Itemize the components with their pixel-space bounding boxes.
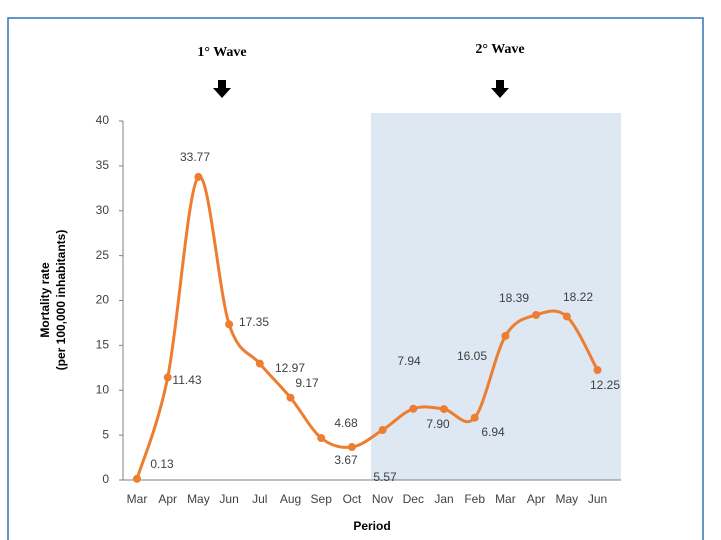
data-label: 18.22 xyxy=(563,290,593,304)
second-wave-region xyxy=(371,113,621,480)
point xyxy=(440,405,448,414)
x-tick-label: Feb xyxy=(464,492,485,506)
data-label: 12.97 xyxy=(275,361,305,375)
point xyxy=(532,310,541,319)
data-label: 3.67 xyxy=(334,453,358,467)
data-label: 7.90 xyxy=(426,417,450,431)
data-label: 17.35 xyxy=(239,315,269,329)
x-tick-label: Dec xyxy=(403,492,424,506)
x-tick-label: Apr xyxy=(527,492,546,506)
x-tick-label: Apr xyxy=(158,492,177,506)
point xyxy=(347,443,356,452)
y-tick-label: 30 xyxy=(96,203,110,217)
x-tick-label: Jun xyxy=(219,492,238,506)
data-label: 4.68 xyxy=(334,416,358,430)
point xyxy=(317,433,326,442)
data-label: 7.94 xyxy=(397,354,421,368)
data-label: 6.94 xyxy=(481,425,505,439)
y-tick-label: 5 xyxy=(102,427,109,441)
x-tick-label: Sep xyxy=(311,492,333,506)
x-tick-label: Jul xyxy=(252,492,267,506)
y-tick-label: 20 xyxy=(96,293,110,307)
data-label: 11.43 xyxy=(172,373,201,387)
x-tick-label: Oct xyxy=(343,492,362,506)
frame xyxy=(7,17,704,540)
point xyxy=(163,373,172,382)
x-tick-label: May xyxy=(187,492,210,506)
point xyxy=(133,474,141,483)
data-label: 5.57 xyxy=(373,470,397,484)
y-tick-label: 15 xyxy=(96,338,110,352)
y-tick-label: 0 xyxy=(102,472,109,486)
data-label: 33.77 xyxy=(180,150,210,164)
y-axis-title: (per 100,000 inhabitants) xyxy=(54,230,68,371)
y-tick-label: 35 xyxy=(96,158,110,172)
arrow xyxy=(491,80,509,98)
point xyxy=(470,413,479,422)
point xyxy=(225,320,234,329)
y-tick-label: 10 xyxy=(96,382,110,396)
x-tick-label: Mar xyxy=(127,492,148,506)
y-tick-label: 40 xyxy=(96,113,110,127)
point xyxy=(378,426,387,435)
annotation: 2° Wave xyxy=(475,42,524,57)
y-tick-label: 25 xyxy=(96,248,110,262)
data-label: 12.25 xyxy=(590,378,620,392)
x-tick-label: Mar xyxy=(495,492,516,506)
point xyxy=(593,366,602,375)
data-label: 0.13 xyxy=(150,457,174,471)
data-label: 9.17 xyxy=(295,376,319,390)
annotation: 1° Wave xyxy=(197,45,246,60)
point xyxy=(194,172,203,181)
x-axis-title: Period xyxy=(353,519,390,533)
point xyxy=(501,331,510,340)
point xyxy=(286,393,295,402)
data-label: 18.39 xyxy=(499,291,529,305)
point xyxy=(255,359,264,368)
arrow xyxy=(213,80,231,98)
x-tick-label: Jan xyxy=(434,492,453,506)
x-tick-label: May xyxy=(555,492,578,506)
x-tick-label: Jun xyxy=(588,492,607,506)
y-axis-title: Mortality rate xyxy=(38,262,52,338)
point xyxy=(409,404,418,413)
x-tick-label: Nov xyxy=(372,492,393,506)
x-tick-label: Aug xyxy=(280,492,301,506)
point xyxy=(562,312,571,321)
data-label: 16.05 xyxy=(457,349,487,363)
